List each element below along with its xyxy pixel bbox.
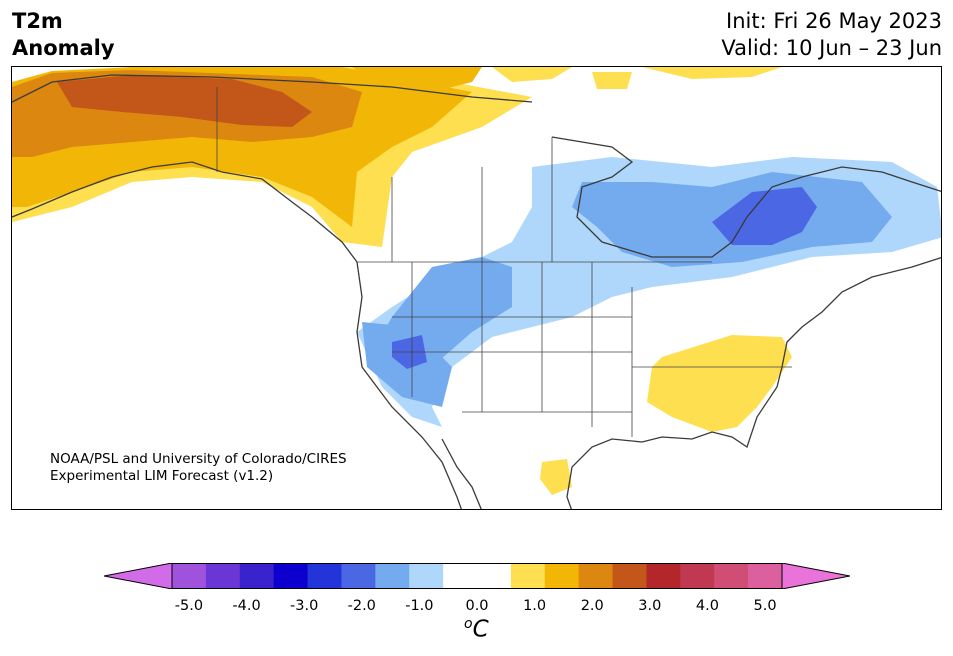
unit-degree: o — [464, 616, 473, 632]
colorbar-segment — [477, 563, 512, 589]
colorbar-tick-label: 0.0 — [465, 598, 489, 614]
gulf-warm — [540, 459, 572, 495]
arctic-warm-d — [592, 72, 632, 89]
colorbar-tick-label: -1.0 — [405, 598, 434, 614]
colorbar-tick-label: 2.0 — [580, 598, 604, 614]
colorbar-tick-label: -3.0 — [290, 598, 319, 614]
colorbar-tick-label: 1.0 — [523, 598, 547, 614]
colorbar-segment — [273, 563, 309, 589]
colorbar-segment — [239, 563, 275, 589]
title-field: Anomaly — [12, 36, 115, 60]
colorbar-segment — [680, 563, 715, 589]
map-canvas — [12, 67, 941, 509]
colorbar-tick-label: -2.0 — [347, 598, 376, 614]
colorbar-segment — [748, 563, 783, 589]
colorbar-segment — [409, 563, 444, 589]
title-variable: T2m — [12, 9, 63, 33]
colorbar-segment — [612, 563, 647, 589]
unit-letter: C — [472, 616, 489, 643]
colorbar-extend-high — [781, 563, 850, 589]
colorbar-segment — [307, 563, 342, 589]
colorbar-tick-label: 5.0 — [753, 598, 777, 614]
arctic-warm-a — [352, 67, 482, 92]
colorbar-segment — [714, 563, 749, 589]
colorbar-segment — [205, 563, 241, 589]
credit-line2: Experimental LIM Forecast (v1.2) — [50, 468, 274, 484]
colorbar-segment — [172, 563, 207, 589]
southeast-warm — [647, 335, 792, 432]
coastlines — [12, 74, 941, 509]
colorbar-tick-label: 4.0 — [695, 598, 719, 614]
init-date: Init: Fri 26 May 2023 — [726, 9, 942, 33]
colorbar-tick-label: 3.0 — [638, 598, 662, 614]
valid-period: Valid: 10 Jun – 23 Jun — [721, 36, 942, 60]
colorbar-segment — [646, 563, 681, 589]
forecast-dates: Init: Fri 26 May 2023 Valid: 10 Jun – 23… — [721, 8, 942, 62]
colorbar — [104, 563, 850, 589]
arctic-warm-c — [642, 67, 782, 79]
data-credit: NOAA/PSL and University of Colorado/CIRE… — [50, 451, 347, 485]
colorbar-segment — [510, 563, 546, 589]
political-borders — [216, 87, 792, 437]
anomaly-map: NOAA/PSL and University of Colorado/CIRE… — [11, 66, 942, 510]
credit-line1: NOAA/PSL and University of Colorado/CIRE… — [50, 451, 347, 467]
map-title: T2m Anomaly — [12, 8, 115, 62]
colorbar-segment — [578, 563, 614, 589]
colorbar-unit: oC — [464, 616, 489, 643]
colorbar-tick-label: -4.0 — [232, 598, 261, 614]
colorbar-tick-label: -5.0 — [174, 598, 204, 614]
colorbar-segment — [375, 563, 410, 589]
arctic-warm-b — [492, 67, 572, 82]
colorbar-extend-low — [104, 563, 173, 589]
colorbar-segment — [341, 563, 376, 589]
colorbar-segment — [544, 563, 580, 589]
colorbar-segment — [443, 563, 478, 589]
alaska-warm-4 — [57, 75, 312, 127]
